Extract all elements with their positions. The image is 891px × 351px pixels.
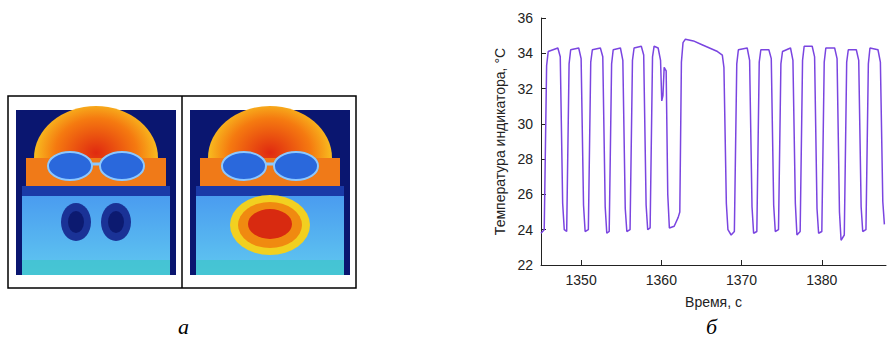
html-text:а: а [178, 314, 189, 339]
svg-text:28: 28 [517, 151, 533, 167]
svg-text:1370: 1370 [726, 272, 757, 288]
svg-text:36: 36 [517, 10, 533, 26]
svg-text:1380: 1380 [806, 272, 837, 288]
html-text:б: б [706, 314, 718, 339]
svg-text:34: 34 [517, 45, 533, 61]
svg-text:22: 22 [517, 257, 533, 273]
svg-text:1360: 1360 [646, 272, 677, 288]
svg-text:Время, с: Время, с [685, 294, 742, 310]
svg-text:Температура индикатора, °C: Температура индикатора, °C [492, 48, 508, 235]
svg-text:30: 30 [517, 116, 533, 132]
svg-text:26: 26 [517, 186, 533, 202]
svg-text:24: 24 [517, 222, 533, 238]
svg-text:1350: 1350 [566, 272, 597, 288]
svg-text:32: 32 [517, 81, 533, 97]
